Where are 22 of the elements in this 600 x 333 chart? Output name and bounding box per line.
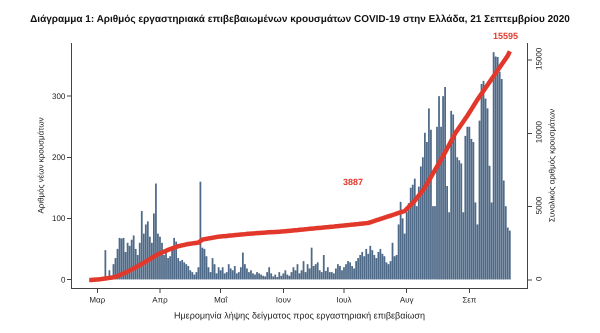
y2-axis-title: Συνολικός αριθμός κρουσμάτων xyxy=(548,108,557,222)
annotation: 3887 xyxy=(343,177,364,187)
y-tick-label: 300 xyxy=(52,92,66,101)
x-tick-label: Ιουλ xyxy=(336,296,352,305)
x-tick-label: Μαΐ xyxy=(214,296,228,305)
y2-tick-label: 10000 xyxy=(534,120,544,144)
x-tick-label: Αυγ xyxy=(400,296,414,305)
y2-tick-label: 0 xyxy=(534,276,544,281)
x-tick-label: Ιουν xyxy=(276,296,291,305)
y2-tick-label: 5000 xyxy=(534,196,544,214)
y-axis-title: Αριθμός νέων κρουσμάτων xyxy=(36,117,46,214)
y-tick-label: 200 xyxy=(52,153,66,162)
y-tick-label: 0 xyxy=(60,275,66,284)
chart-title: Διάγραμμα 1: Αριθμός εργαστηριακά επιβεβαιωμένων κρουσμάτων COVID-19 στην Ελλάδα, 21 Σεπτεμβρίου 2020 xyxy=(30,14,570,25)
x-axis-title: Ημερομηνία λήψης δείγματος προς εργαστηριακή επιβεβαίωση xyxy=(174,310,425,320)
x-tick-label: Σεπ xyxy=(462,296,477,305)
x-tick-label: Μαρ xyxy=(89,296,106,305)
text: 15595 xyxy=(493,31,518,41)
x-tick-label: Απρ xyxy=(152,296,168,305)
y-tick-label: 100 xyxy=(52,214,66,224)
line-series xyxy=(86,49,512,282)
y2-tick-label: 15000 xyxy=(534,47,544,70)
